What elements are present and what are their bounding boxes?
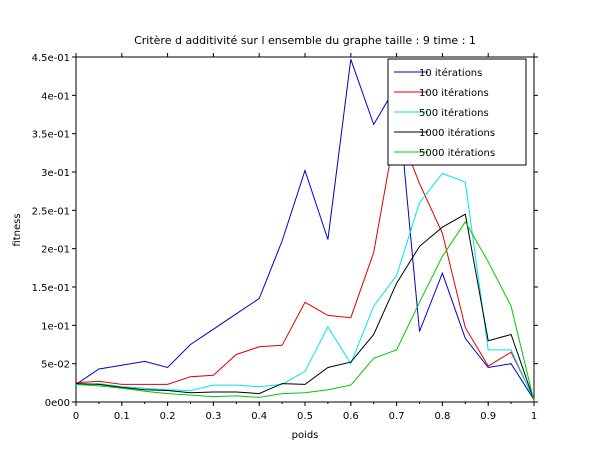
x-tick-label: 0.8 <box>434 411 450 422</box>
x-tick-label: 0.9 <box>480 411 496 422</box>
series-line <box>75 59 535 400</box>
chart-title: Critère d additivité sur l ensemble du g… <box>134 34 476 47</box>
x-tick-label: 0.7 <box>389 411 405 422</box>
x-tick-label: 0.4 <box>251 411 267 422</box>
x-tick-label: 0.3 <box>205 411 221 422</box>
y-tick-label: 5e-02 <box>41 360 70 371</box>
y-axis-label: fitness <box>12 213 23 246</box>
series-line <box>75 220 535 402</box>
y-tick-label: 2.5e-01 <box>32 206 70 217</box>
y-tick-label: 4e-01 <box>41 91 70 102</box>
legend-label: 5000 itérations <box>419 147 495 159</box>
x-tick-label: 0.2 <box>160 411 176 422</box>
series-line <box>75 213 535 401</box>
x-axis-label: poids <box>292 430 319 441</box>
y-tick-label: 3e-01 <box>41 168 70 179</box>
x-tick-label: 0.6 <box>343 411 359 422</box>
series-line <box>75 122 535 400</box>
x-tick-label: 1 <box>531 411 537 422</box>
x-tick-label: 0 <box>73 411 79 422</box>
legend-label: 100 itérations <box>419 87 489 99</box>
x-axis: 0 0.1 0.2 0.3 0.4 0.5 0.6 0.7 0.8 0.9 1 <box>73 53 537 422</box>
x-tick-label: 0.1 <box>114 411 130 422</box>
y-tick-label: 4.5e-01 <box>32 53 70 64</box>
y-tick-label: 3.5e-01 <box>32 130 70 141</box>
y-tick-label: 0e00 <box>45 398 70 409</box>
y-axis: 0e00 5e-02 1e-01 1.5e-01 2e-01 2.5e-01 3e-01 3.… <box>32 53 538 409</box>
y-tick-label: 1e-01 <box>41 321 70 332</box>
y-tick-label: 2e-01 <box>41 245 70 256</box>
series-lines <box>75 59 535 402</box>
y-tick-label: 1.5e-01 <box>32 283 70 294</box>
series-line <box>75 172 535 400</box>
legend-label: 500 itérations <box>419 107 489 119</box>
legend-label: 1000 itérations <box>419 127 495 139</box>
legend: 10 itérations 100 itérations 500 itération… <box>387 58 527 166</box>
legend-label: 10 itérations <box>419 67 482 79</box>
x-tick-label: 0.5 <box>297 411 313 422</box>
